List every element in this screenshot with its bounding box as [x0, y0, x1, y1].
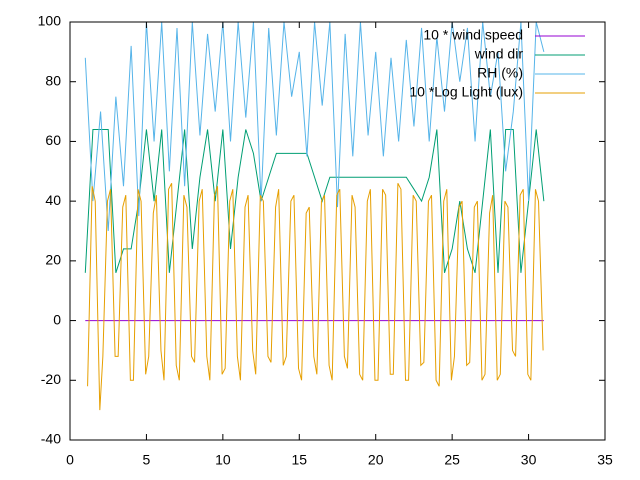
x-tick-label: 10 — [215, 452, 231, 468]
y-tick-label: 0 — [53, 311, 61, 327]
x-tick-label: 30 — [521, 452, 537, 468]
series-line — [84, 128, 545, 273]
y-tick-label: 40 — [45, 192, 61, 208]
y-tick-label: -20 — [41, 371, 61, 387]
x-tick-label: 5 — [143, 452, 151, 468]
x-tick-label: 25 — [444, 452, 460, 468]
y-tick-label: 20 — [45, 252, 61, 268]
legend-label: 10 *Log Light (lux) — [409, 84, 523, 100]
series-line — [84, 22, 545, 232]
legend-label: 10 * wind speed — [423, 27, 523, 43]
y-tick-label: 80 — [45, 72, 61, 88]
plot-area — [84, 22, 545, 411]
y-tick-label: 60 — [45, 132, 61, 148]
legend-label: wind dir — [474, 46, 524, 62]
x-tick-label: 15 — [291, 452, 307, 468]
x-tick-label: 20 — [368, 452, 384, 468]
legend-label: RH (%) — [477, 65, 523, 81]
y-tick-label: -40 — [41, 431, 61, 447]
series-line — [87, 183, 544, 411]
plot-frame — [69, 21, 606, 441]
x-tick-label: 35 — [597, 452, 613, 468]
x-tick-label: 0 — [66, 452, 74, 468]
y-tick-label: 100 — [38, 13, 62, 29]
